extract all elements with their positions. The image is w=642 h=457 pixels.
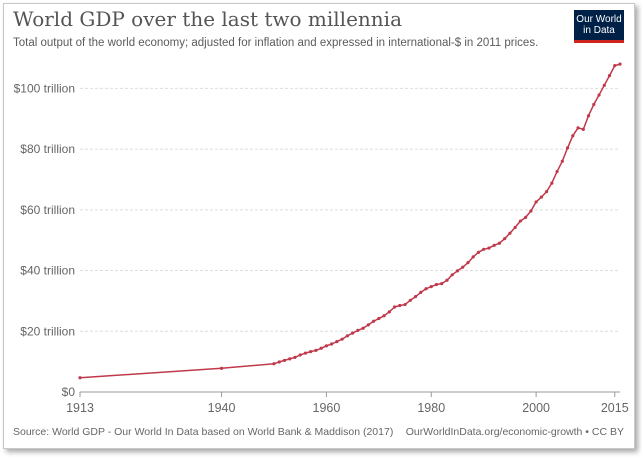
data-point[interactable]: [345, 334, 349, 338]
chart-title: World GDP over the last two millennia: [13, 7, 402, 31]
chart-subtitle: Total output of the world economy; adjus…: [13, 37, 539, 49]
data-point[interactable]: [466, 261, 470, 265]
data-point[interactable]: [434, 282, 439, 287]
y-tick-label: $80 trillion: [20, 142, 75, 156]
data-point[interactable]: [335, 339, 339, 344]
x-tick-label: 2015: [601, 401, 629, 415]
data-point[interactable]: [613, 63, 617, 68]
data-point[interactable]: [382, 314, 386, 318]
data-point[interactable]: [324, 344, 329, 348]
data-point[interactable]: [450, 273, 454, 277]
data-point[interactable]: [524, 215, 528, 220]
data-point[interactable]: [413, 295, 418, 299]
data-point[interactable]: [482, 247, 486, 251]
data-point[interactable]: [282, 358, 287, 363]
data-point[interactable]: [602, 83, 606, 87]
data-point[interactable]: [508, 231, 512, 235]
owid-logo[interactable]: Our World in Data: [574, 10, 624, 43]
data-point[interactable]: [356, 328, 360, 332]
data-point[interactable]: [565, 146, 570, 150]
data-point[interactable]: [487, 246, 491, 250]
gridlines: [80, 87, 620, 332]
data-point[interactable]: [424, 287, 428, 291]
data-point[interactable]: [476, 250, 481, 254]
data-point[interactable]: [497, 241, 502, 245]
chart-card: [3, 3, 635, 449]
x-tick-label: 1980: [417, 401, 445, 415]
data-point[interactable]: [550, 181, 554, 185]
data-point[interactable]: [513, 225, 517, 230]
y-tick-label: $60 trillion: [20, 203, 75, 217]
data-point[interactable]: [503, 237, 507, 241]
y-tick-label: $20 trillion: [20, 324, 75, 338]
data-point[interactable]: [560, 159, 564, 163]
x-tick-label: 1940: [208, 401, 236, 415]
data-point[interactable]: [455, 269, 460, 273]
data-point[interactable]: [461, 265, 465, 269]
data-point[interactable]: [288, 357, 292, 361]
data-point[interactable]: [471, 255, 475, 259]
data-point[interactable]: [272, 362, 276, 366]
x-tick-label: 1913: [66, 401, 94, 415]
logo-line-2: in Data: [583, 25, 615, 36]
data-point[interactable]: [618, 62, 622, 66]
data-point[interactable]: [419, 290, 423, 295]
data-point[interactable]: [440, 282, 444, 286]
data-point[interactable]: [293, 355, 297, 359]
data-point[interactable]: [366, 323, 370, 327]
data-point[interactable]: [607, 74, 612, 78]
source-note: Source: World GDP - Our World In Data ba…: [13, 426, 394, 438]
x-tick-label: 2000: [522, 401, 550, 415]
data-point[interactable]: [330, 342, 334, 346]
data-point[interactable]: [429, 285, 433, 289]
data-point[interactable]: [219, 366, 224, 370]
data-point[interactable]: [592, 102, 596, 107]
logo-line-1: Our World: [576, 14, 622, 25]
data-point[interactable]: [361, 326, 365, 330]
data-point[interactable]: [351, 331, 355, 335]
data-point[interactable]: [445, 278, 449, 282]
data-point[interactable]: [545, 190, 549, 194]
data-point[interactable]: [319, 346, 323, 350]
data-point[interactable]: [576, 126, 580, 130]
y-tick-label: $0: [62, 385, 76, 399]
data-point[interactable]: [398, 303, 402, 308]
data-point[interactable]: [534, 200, 538, 204]
data-point[interactable]: [387, 310, 391, 314]
data-point[interactable]: [309, 350, 313, 354]
data-point[interactable]: [340, 337, 344, 341]
series-world: [78, 62, 622, 380]
data-point[interactable]: [408, 298, 412, 302]
data-point[interactable]: [492, 243, 496, 247]
data-point[interactable]: [78, 376, 82, 380]
data-point[interactable]: [529, 209, 533, 213]
data-point[interactable]: [586, 114, 591, 118]
y-tick-label: $100 trillion: [14, 81, 75, 95]
data-point[interactable]: [371, 319, 376, 323]
data-point[interactable]: [597, 93, 601, 97]
data-point[interactable]: [392, 305, 397, 309]
data-point[interactable]: [581, 127, 585, 131]
data-point[interactable]: [571, 134, 575, 138]
data-point[interactable]: [298, 353, 302, 357]
data-point[interactable]: [555, 169, 559, 174]
data-point[interactable]: [403, 302, 407, 307]
data-point[interactable]: [539, 195, 543, 199]
series-line[interactable]: [79, 63, 621, 379]
data-point[interactable]: [377, 316, 381, 321]
data-point[interactable]: [314, 348, 318, 353]
data-point[interactable]: [518, 219, 522, 223]
axes: $0 $20 trillion $40 trillion $60 trillion $8…: [14, 81, 629, 415]
y-tick-label: $40 trillion: [20, 264, 75, 278]
data-point[interactable]: [303, 351, 308, 355]
source-link[interactable]: OurWorldInData.org/economic-growth • CC …: [405, 426, 624, 438]
data-point[interactable]: [277, 360, 281, 364]
x-tick-label: 1960: [313, 401, 341, 415]
